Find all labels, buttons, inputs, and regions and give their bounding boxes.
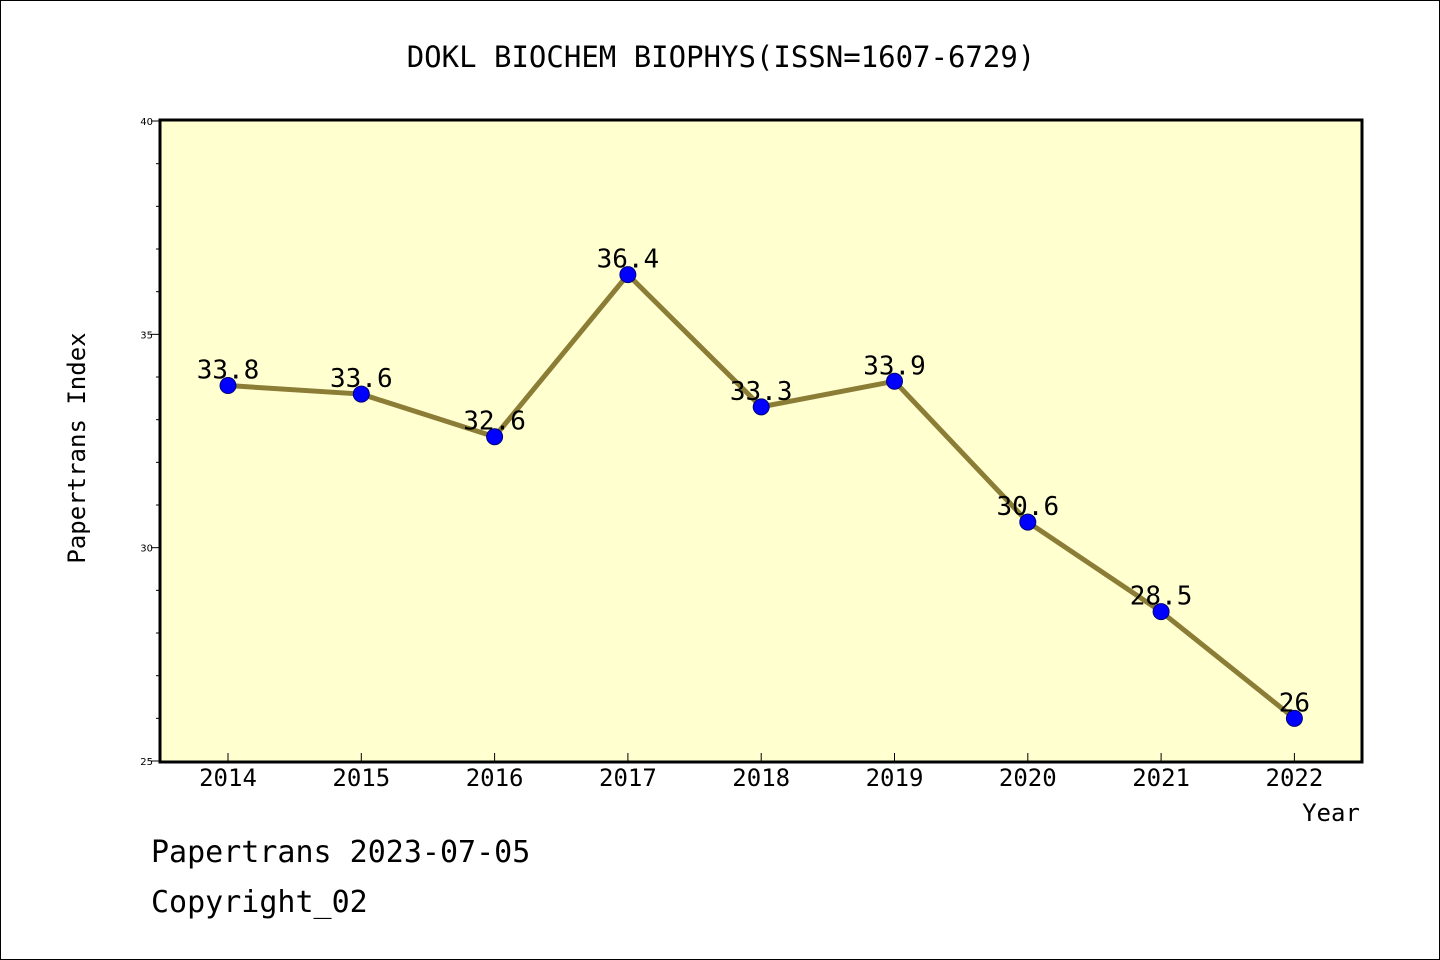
x-tick-label: 2021	[1132, 764, 1190, 792]
x-tick-label: 2017	[599, 764, 657, 792]
data-label: 32.6	[463, 407, 526, 437]
plot-area	[158, 118, 1364, 764]
data-label: 33.8	[197, 356, 260, 386]
x-tick-label: 2019	[866, 764, 924, 792]
y-axis-title: Papertrans Index	[63, 332, 91, 563]
data-point	[1152, 603, 1170, 621]
data-point	[219, 377, 237, 395]
data-label: 28.5	[1130, 582, 1193, 612]
x-tick-label: 2015	[332, 764, 390, 792]
data-point	[1019, 513, 1037, 531]
data-label: 30.6	[996, 492, 1059, 522]
x-tick-label: 2016	[466, 764, 524, 792]
data-label: 26	[1279, 688, 1310, 718]
chart-title: DOKL BIOCHEM BIOPHYS(ISSN=1607-6729)	[407, 40, 1036, 74]
x-tick-label: 2014	[199, 764, 257, 792]
data-point	[752, 398, 770, 416]
y-tick-label: 40	[140, 117, 153, 128]
footer-copyright: Copyright_02	[151, 885, 368, 920]
y-tick-label: 30	[140, 544, 153, 555]
x-tick-label: 2018	[732, 764, 790, 792]
y-tick-label: 25	[140, 757, 153, 768]
data-point	[619, 266, 637, 284]
data-point	[352, 385, 370, 403]
data-label: 33.6	[330, 364, 393, 394]
data-label: 33.9	[863, 351, 926, 381]
data-point	[486, 428, 504, 446]
x-tick-label: 2022	[1266, 764, 1324, 792]
data-point	[1285, 709, 1303, 727]
y-axis: 25 30 35 40	[140, 117, 161, 768]
data-label: 36.4	[597, 245, 660, 275]
x-axis: 2014 2015 2016 2017 2018 2019 2020 2021 2022	[199, 753, 1323, 792]
x-tick-label: 2020	[999, 764, 1057, 792]
x-axis-title: Year	[1302, 799, 1360, 827]
series-points-group	[219, 266, 1303, 727]
data-labels-group: 33.8 33.6 32.6 36.4 33.3 33.9 30.6 28.5 26	[197, 245, 1310, 719]
data-point	[886, 372, 903, 390]
y-tick-label: 35	[140, 330, 153, 341]
data-label: 33.3	[730, 377, 793, 407]
footer-date: Papertrans 2023-07-05	[151, 835, 531, 870]
